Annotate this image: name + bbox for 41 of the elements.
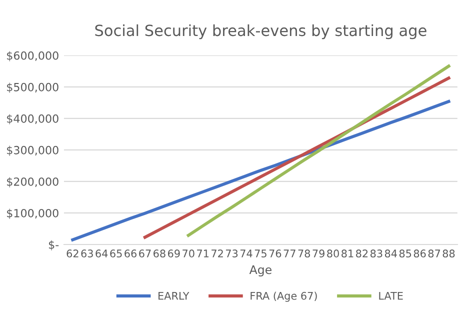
x-tick-label: 67 — [139, 250, 151, 258]
y-tick-label: $100,000 — [7, 208, 58, 219]
x-axis-title: Age — [249, 265, 272, 276]
x-tick-label: 86 — [414, 250, 426, 258]
y-tick-label: $500,000 — [7, 82, 58, 93]
y-tick-label: $600,000 — [7, 51, 58, 62]
x-tick-label: 84 — [384, 250, 397, 258]
line-series — [186, 64, 450, 237]
x-tick-label: 63 — [81, 250, 93, 258]
x-tick-label: 79 — [312, 250, 324, 258]
y-tick-label: $- — [48, 240, 59, 250]
x-tick-label: 64 — [96, 250, 108, 258]
y-tick-label: $400,000 — [7, 114, 58, 124]
x-tick-label: 71 — [197, 250, 209, 258]
x-tick-label: 82 — [356, 250, 368, 258]
x-tick-label: 83 — [370, 250, 382, 258]
x-tick-label: 72 — [212, 250, 223, 258]
x-tick-label: 78 — [298, 250, 310, 258]
x-tick-label: 77 — [284, 250, 296, 258]
y-tick-label: $300,000 — [7, 146, 58, 156]
x-tick-label: 88 — [442, 250, 455, 258]
y-tick-label: $200,000 — [7, 177, 58, 188]
x-tick-label: 69 — [168, 250, 180, 258]
x-tick-label: 65 — [110, 250, 122, 258]
x-tick-label: 74 — [240, 250, 252, 258]
x-tick-label: 85 — [399, 250, 412, 258]
x-tick-label: 70 — [182, 250, 194, 258]
x-tick-label: 80 — [327, 250, 339, 258]
x-tick-label: 87 — [428, 250, 440, 258]
x-tick-label: 66 — [124, 250, 136, 258]
x-tick-label: 76 — [269, 250, 282, 258]
x-tick-label: 68 — [154, 250, 166, 258]
line-series — [71, 100, 450, 242]
x-tick-label: 81 — [342, 250, 354, 258]
x-tick-label: 62 — [66, 250, 78, 258]
legend-label: LATE — [379, 292, 403, 300]
x-tick-label: 75 — [254, 250, 266, 258]
legend-label: EARLY — [158, 292, 190, 300]
x-tick-label: 73 — [226, 250, 238, 258]
chart-title: Social Security break-evens by starting age — [95, 24, 426, 40]
legend-label: FRA (Age 67) — [250, 292, 317, 302]
